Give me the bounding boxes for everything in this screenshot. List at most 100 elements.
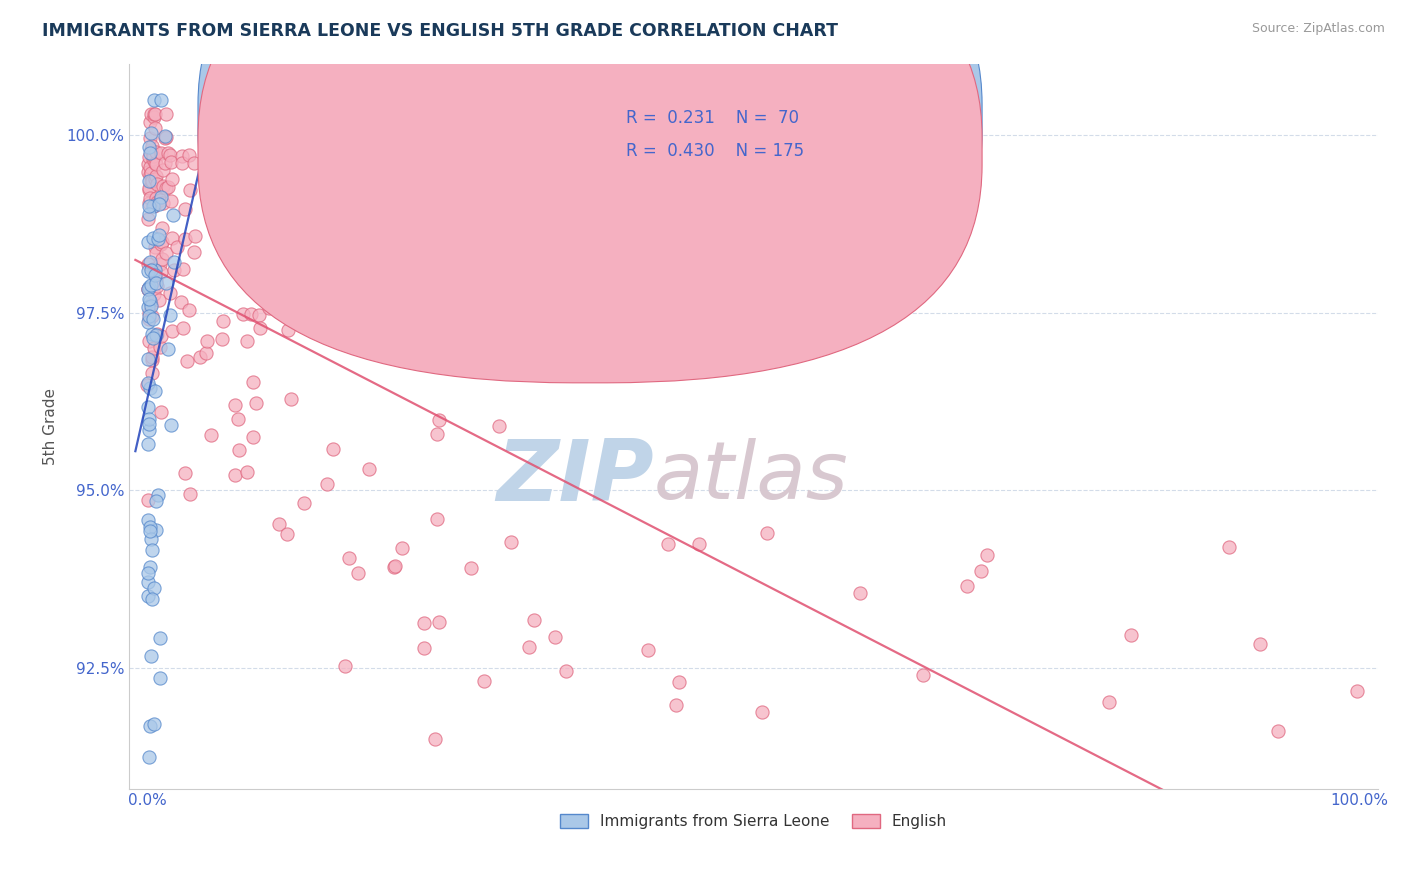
Point (141, 543, 163, 558)
Point (162, 324, 184, 338)
Point (139, 126, 162, 140)
Point (139, 649, 162, 664)
Text: ZIP: ZIP (496, 435, 654, 518)
Point (142, 582, 165, 596)
Point (136, 282, 159, 296)
Point (139, 114, 162, 128)
Point (138, 566, 160, 581)
Point (136, 301, 159, 315)
Point (150, 146, 173, 161)
Point (139, 524, 162, 538)
Point (149, 405, 172, 419)
Point (427, 615, 450, 629)
Point (688, 537, 710, 551)
Point (143, 107, 166, 121)
Point (136, 282, 159, 296)
Point (152, 178, 174, 193)
Point (146, 326, 169, 341)
Point (245, 396, 267, 410)
Point (173, 202, 195, 217)
Point (136, 156, 159, 170)
Point (142, 331, 165, 345)
Point (148, 197, 170, 211)
Point (554, 665, 576, 679)
Point (1119, 628, 1142, 642)
Point (242, 429, 264, 443)
Point (163, 263, 186, 277)
Point (139, 166, 162, 180)
Point (143, 262, 166, 277)
Point (138, 207, 160, 221)
Point (143, 341, 166, 355)
Point (160, 172, 183, 186)
Point (141, 366, 163, 380)
Point (172, 149, 194, 163)
Point (138, 131, 160, 145)
Point (224, 468, 246, 483)
Point (145, 169, 167, 183)
Point (141, 174, 163, 188)
Point (141, 352, 163, 367)
Point (277, 323, 299, 337)
Point (139, 161, 162, 175)
Point (956, 580, 979, 594)
Point (226, 412, 249, 426)
Point (160, 231, 183, 245)
Point (276, 235, 298, 249)
FancyBboxPatch shape (198, 0, 981, 383)
Point (269, 516, 291, 531)
Point (141, 143, 163, 157)
Point (970, 564, 993, 578)
Point (146, 195, 169, 210)
Text: R =  0.231    N =  70: R = 0.231 N = 70 (626, 110, 799, 128)
Point (155, 181, 177, 195)
Point (145, 191, 167, 205)
Point (138, 376, 160, 391)
Point (145, 177, 167, 191)
Point (247, 308, 270, 322)
Point (145, 524, 167, 538)
Point (139, 191, 162, 205)
Point (136, 513, 159, 527)
Point (136, 590, 159, 604)
Point (460, 561, 482, 575)
Point (236, 465, 259, 479)
Point (159, 308, 181, 322)
Text: IMMIGRANTS FROM SIERRA LEONE VS ENGLISH 5TH GRADE CORRELATION CHART: IMMIGRANTS FROM SIERRA LEONE VS ENGLISH … (42, 22, 838, 40)
Point (195, 334, 218, 349)
Point (239, 306, 262, 320)
Point (544, 631, 567, 645)
Point (136, 493, 159, 508)
Point (382, 559, 405, 574)
Point (1346, 684, 1368, 698)
Text: Source: ZipAtlas.com: Source: ZipAtlas.com (1251, 22, 1385, 36)
Point (155, 129, 177, 144)
Point (145, 494, 167, 508)
Point (155, 276, 177, 290)
Point (143, 155, 166, 169)
Point (657, 537, 679, 551)
Text: atlas: atlas (654, 438, 848, 516)
Point (139, 532, 162, 546)
Point (668, 674, 690, 689)
Point (176, 354, 198, 368)
Point (155, 107, 177, 121)
Point (138, 146, 160, 161)
Point (1249, 637, 1271, 651)
Point (138, 140, 160, 154)
Point (136, 235, 159, 250)
Point (427, 413, 450, 427)
Point (423, 731, 446, 746)
Point (138, 312, 160, 326)
Point (172, 262, 194, 277)
Point (138, 417, 160, 432)
Point (207, 211, 229, 226)
Point (139, 277, 162, 292)
Point (139, 262, 162, 277)
Point (149, 193, 172, 207)
Point (153, 128, 176, 143)
Point (145, 145, 167, 160)
Text: R =  0.430    N = 175: R = 0.430 N = 175 (626, 142, 804, 160)
Point (1267, 724, 1289, 739)
Point (136, 264, 159, 278)
